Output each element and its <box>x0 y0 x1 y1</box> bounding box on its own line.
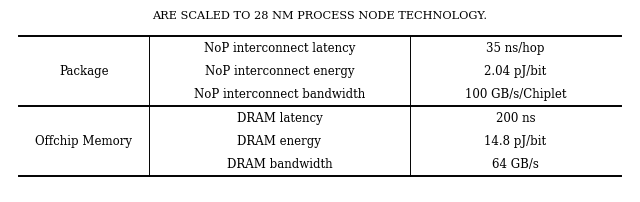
Text: DRAM latency: DRAM latency <box>237 111 323 124</box>
Text: Package: Package <box>59 65 109 78</box>
Text: 14.8 pJ/bit: 14.8 pJ/bit <box>484 134 547 147</box>
Text: Offchip Memory: Offchip Memory <box>35 134 132 147</box>
Text: 100 GB/s/Chiplet: 100 GB/s/Chiplet <box>465 88 566 101</box>
Text: DRAM energy: DRAM energy <box>237 134 321 147</box>
Text: NoP interconnect bandwidth: NoP interconnect bandwidth <box>194 88 365 101</box>
Text: 2.04 pJ/bit: 2.04 pJ/bit <box>484 65 547 78</box>
Text: NoP interconnect energy: NoP interconnect energy <box>205 65 354 78</box>
Text: NoP interconnect latency: NoP interconnect latency <box>204 41 355 55</box>
Text: ARE SCALED TO 28 NM PROCESS NODE TECHNOLOGY.: ARE SCALED TO 28 NM PROCESS NODE TECHNOL… <box>152 11 488 21</box>
Text: 64 GB/s: 64 GB/s <box>492 158 539 171</box>
Text: DRAM bandwidth: DRAM bandwidth <box>227 158 332 171</box>
Text: 35 ns/hop: 35 ns/hop <box>486 41 545 55</box>
Text: 200 ns: 200 ns <box>496 111 535 124</box>
